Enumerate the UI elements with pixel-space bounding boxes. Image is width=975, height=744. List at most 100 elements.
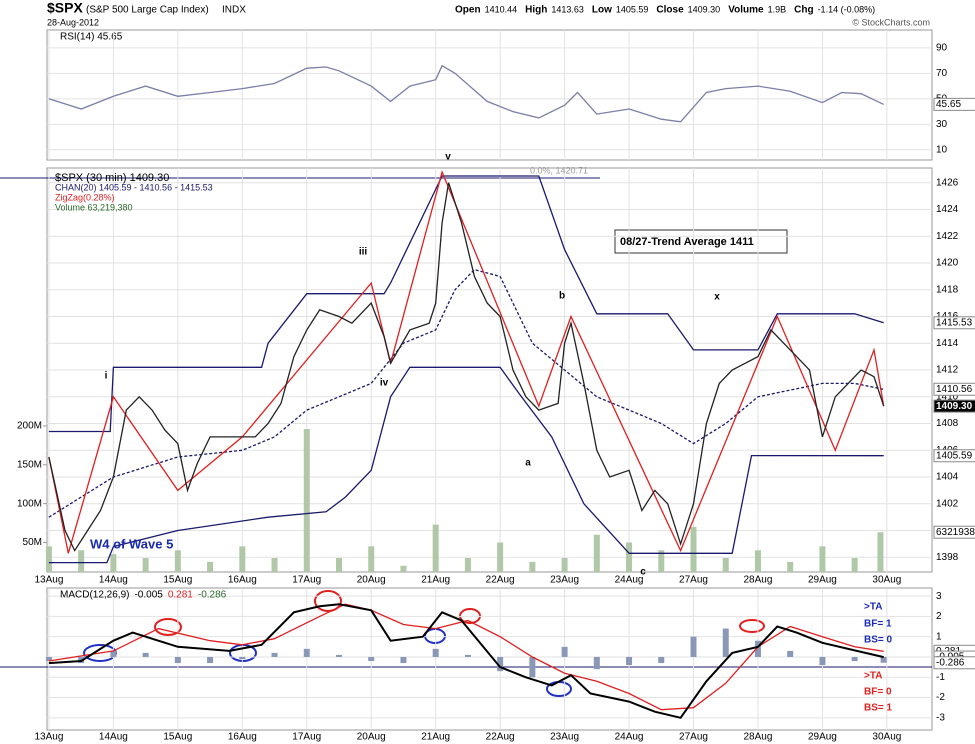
annotation: W4 of Wave 5 [90,536,173,551]
legend-entry: $SPX (30 min) 1409.30 [55,172,169,184]
bar [368,546,375,572]
y-tick-label: 1412 [936,365,959,376]
annotation: 0.0%, 1420.71 [530,165,588,175]
x-tick-label: 27Aug [679,575,708,586]
x-tick-label: 30Aug [872,732,901,743]
y-tick-label: 3 [936,591,942,602]
x-tick-label: 21Aug [421,732,450,743]
value-tag-box [933,525,975,539]
bar [787,650,794,657]
bar [207,656,214,664]
annotation: iii [359,247,368,258]
bar [690,636,697,657]
value-tag: 1410.56 [936,384,973,395]
bar [335,558,342,572]
y-tick-label: 10 [936,144,948,155]
bar [174,656,181,664]
legend-entry: Volume 63,219,380 [55,202,133,212]
bar [529,561,536,572]
y-tick-label: 1418 [936,284,959,295]
legend-entry: CHAN(20) 1405.59 - 1410.56 - 1415.53 [55,182,213,192]
value-tag-box [933,97,975,111]
x-tick-label: 28Aug [744,732,773,743]
value-tag: 1405.59 [936,450,973,461]
bar [271,652,278,657]
value-tag: 1409.30 [936,401,973,412]
bar [432,524,439,572]
bar [497,656,504,672]
rsi-label: RSI(14) 45.65 [60,32,123,43]
bar [335,654,342,657]
legend-entry: 0.281 [168,590,193,601]
quote-label: Volume [728,5,764,16]
bar [851,558,858,572]
y-tick-label: 1426 [936,177,959,188]
bar [45,656,52,662]
x-tick-label: 21Aug [421,575,450,586]
value-tag-box [933,316,975,330]
x-tick-label: 13Aug [34,575,63,586]
value-tag: 1415.53 [936,317,973,328]
quote-value: 1405.59 [616,4,649,14]
y-tick-label: 90 [936,42,948,53]
quote-value: 1413.63 [551,4,584,14]
y2-tick-label: 150M [17,459,42,470]
y-tick-label: 1402 [936,498,959,509]
bar [464,558,471,572]
bar [787,561,794,572]
x-tick-label: 23Aug [550,732,579,743]
note: BF= 1 [864,619,892,630]
series-line [48,64,884,123]
bar [303,429,310,572]
y-tick-label: 70 [936,68,948,79]
series-line [48,268,884,518]
value-tag-box [933,382,975,396]
y2-tick-label: 200M [17,421,42,432]
note: BS= 1 [864,703,893,714]
bar [658,656,665,664]
x-tick-label: 16Aug [228,575,257,586]
bar [626,542,633,572]
bar [877,532,884,572]
value-tag-box [933,656,975,670]
y-tick-label: 1410 [936,391,959,402]
bar [239,656,246,659]
bar [464,654,471,657]
y-tick-label: -3 [936,712,945,723]
bar [400,656,407,664]
x-tick-label: 20Aug [357,575,386,586]
quote-label: Open [455,5,481,16]
y-tick-label: -1 [936,672,945,683]
bar [142,558,149,572]
x-tick-label: 15Aug [163,575,192,586]
quote-label: High [525,5,547,16]
note: >TA [864,671,882,682]
bar [432,648,439,657]
y-tick-label: 1424 [936,204,959,215]
bar [561,646,568,657]
quote-value: 1409.30 [688,4,721,14]
bar [400,565,407,572]
bar [78,550,85,572]
bar [561,558,568,572]
title: $SPX [47,0,83,16]
circle [154,618,182,636]
x-tick-label: 27Aug [679,732,708,743]
bar [722,558,729,572]
credit: © StockCharts.com [852,17,930,27]
bar [593,656,600,670]
x-tick-label: 24Aug [615,575,644,586]
x-tick-label: 22Aug [486,732,515,743]
exchange: INDX [222,5,246,16]
x-tick-label: 29Aug [808,732,837,743]
x-tick-label: 28Aug [744,575,773,586]
quote-label: Chg [794,5,813,16]
date: 28-Aug-2012 [47,17,99,27]
x-tick-label: 30Aug [872,575,901,586]
series-group [45,603,887,719]
bar [207,561,214,572]
bar [690,526,697,572]
bar [497,542,504,572]
annotation: i [105,371,108,382]
annotation: v [445,152,451,163]
